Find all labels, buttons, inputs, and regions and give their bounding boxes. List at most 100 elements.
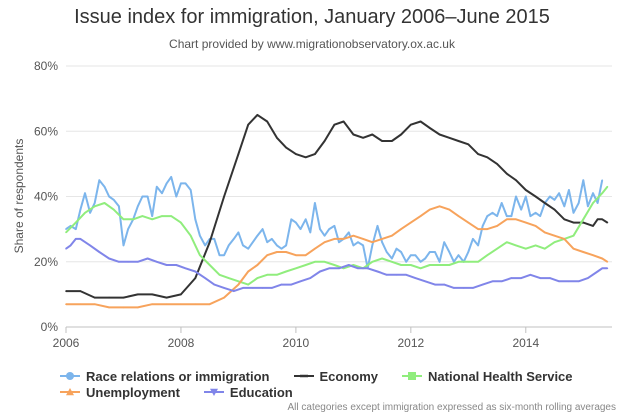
data-point [328,267,331,270]
data-point [529,274,532,276]
data-point [319,228,321,230]
data-point [429,208,431,211]
data-point [424,280,427,283]
data-point [606,221,609,224]
legend-item-race-relations-or-immigration[interactable]: Race relations or immigration [60,368,270,384]
data-point [261,228,264,230]
series-economy [65,113,609,299]
data-point [606,267,609,270]
data-point [534,212,537,214]
legend-label: Education [229,384,293,400]
data-point [572,212,575,214]
data-point [462,287,465,289]
data-point [141,215,144,217]
data-point [596,202,599,204]
data-point [103,202,106,204]
legend-label: Economy [319,368,379,384]
data-point [491,280,494,283]
data-point [137,293,139,296]
legend-item-education[interactable]: Education [203,384,293,400]
data-point [156,185,158,188]
data-point [237,280,240,283]
data-point [563,218,566,221]
data-point [515,179,517,181]
data-point [295,221,297,224]
data-point [314,247,316,250]
legend-item-national-health-service[interactable]: National Health Service [402,368,573,384]
data-point [266,254,269,256]
data-point [391,234,393,237]
data-point [237,283,240,286]
data-point [534,195,537,198]
data-point [405,261,408,263]
data-point [295,267,297,270]
data-point [175,264,178,266]
data-point [93,205,96,208]
legend-marker [60,388,80,396]
data-point [314,261,316,263]
legend-marker [203,388,224,396]
data-point [314,153,316,155]
data-point [112,199,115,201]
data-point [112,208,115,211]
data-point [276,251,278,253]
data-point [467,221,470,224]
data-point [438,133,441,136]
data-point [333,225,336,227]
data-point [280,247,283,250]
data-point [103,185,106,188]
data-point [247,123,249,126]
series-national-health-service [65,185,609,286]
data-point [448,208,451,211]
legend-label: Race relations or immigration [86,368,270,384]
y-axis-label: Share of respondents [12,139,26,254]
data-point [266,120,269,123]
data-point [529,215,532,217]
data-point [525,195,527,198]
data-point [467,261,470,263]
data-point [218,274,221,276]
data-point [381,241,383,243]
data-point [338,241,340,243]
data-point [544,231,546,234]
legend-item-unemployment[interactable]: Unemployment [60,384,180,400]
data-point [534,225,537,227]
data-point [323,241,326,243]
x-tick-label: 2014 [512,336,539,350]
data-point [180,182,182,185]
line-chart: 0% 20% 40% 60% 80% 2006 2008 2010 2012 2014 Shar… [12,59,612,350]
series-line-race-relations-or-immigration [65,175,604,270]
data-point [534,244,537,247]
legend-item-economy[interactable]: Economy [293,368,379,384]
data-point [371,261,374,263]
data-point [304,218,307,221]
y-tick-label: 80% [34,59,58,73]
data-point [204,277,206,279]
data-point [568,189,570,191]
data-point [276,244,278,247]
data-point [601,267,603,270]
data-point [419,261,422,263]
data-point [381,238,383,240]
data-point [242,244,244,247]
series-line-unemployment [66,205,608,309]
data-point [180,221,182,224]
data-point [127,228,129,230]
data-point [467,143,470,146]
data-point [400,264,402,266]
data-point [400,133,402,136]
y-tick-label: 40% [34,190,58,204]
data-point [414,254,417,256]
y-tick-label: 60% [34,124,58,138]
data-point [304,264,307,266]
data-point [65,247,67,250]
data-point [304,254,307,256]
data-point [137,261,139,263]
data-point [366,267,369,270]
data-point [323,261,326,263]
data-point [151,303,153,306]
data-point [515,244,517,247]
data-point [89,212,91,214]
data-point [362,238,364,240]
data-point [348,264,350,266]
